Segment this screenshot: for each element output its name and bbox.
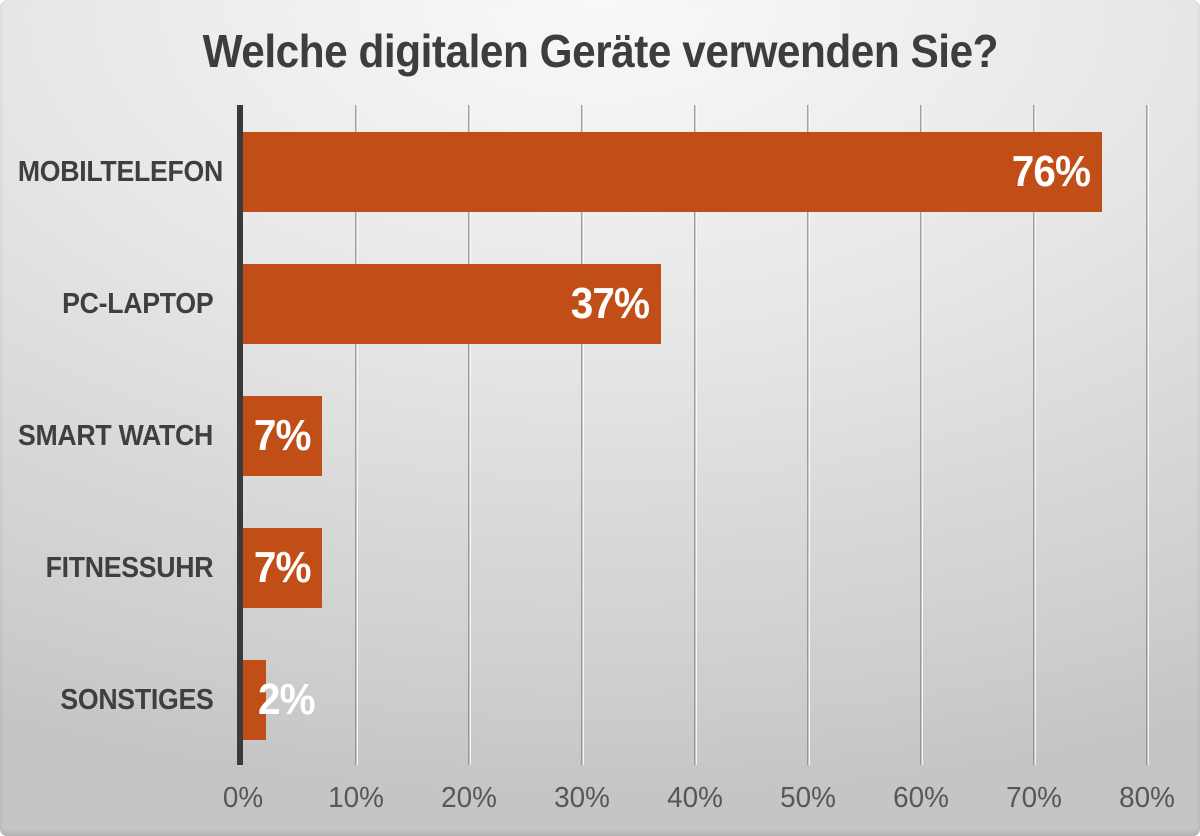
- x-tick-label: 10%: [328, 782, 384, 814]
- chart-title: Welche digitalen Geräte verwenden Sie?: [0, 24, 1200, 78]
- bar: 37%: [243, 264, 662, 344]
- bar: 2%: [243, 660, 316, 740]
- bar-value-label: 37%: [570, 279, 650, 328]
- x-tick-label: 20%: [441, 782, 497, 814]
- x-tick-label: 80%: [1119, 782, 1175, 814]
- bar-value-label: 76%: [1011, 147, 1091, 196]
- gridline: [468, 105, 471, 765]
- x-tick-label: 40%: [667, 782, 723, 814]
- bar: 7%: [243, 396, 323, 476]
- x-tick-label: 50%: [780, 782, 836, 814]
- x-tick-label: 0%: [222, 782, 264, 814]
- gridline: [920, 105, 923, 765]
- category-label: SMART WATCH: [17, 420, 213, 452]
- x-tick-label: 60%: [893, 782, 949, 814]
- gridline: [581, 105, 584, 765]
- bar: 76%: [243, 132, 1102, 212]
- category-label: PC-LAPTOP: [61, 288, 213, 320]
- gridline: [1033, 105, 1036, 765]
- bar-value-label: 7%: [253, 543, 311, 592]
- bar-value-label: 2%: [258, 675, 316, 724]
- gridline: [1146, 105, 1149, 765]
- chart-title-text: Welche digitalen Geräte verwenden Sie?: [202, 25, 998, 77]
- category-label: MOBILTELEFON: [17, 156, 224, 188]
- x-tick-label: 70%: [1006, 782, 1062, 814]
- gridline: [807, 105, 810, 765]
- bar-value-label: 7%: [253, 411, 311, 460]
- x-tick-label: 30%: [554, 782, 610, 814]
- category-label: SONSTIGES: [59, 684, 213, 716]
- gridline: [355, 105, 358, 765]
- bar: 7%: [243, 528, 323, 608]
- category-label: FITNESSUHR: [45, 552, 213, 584]
- gridline: [694, 105, 697, 765]
- y-axis-line: [237, 105, 243, 765]
